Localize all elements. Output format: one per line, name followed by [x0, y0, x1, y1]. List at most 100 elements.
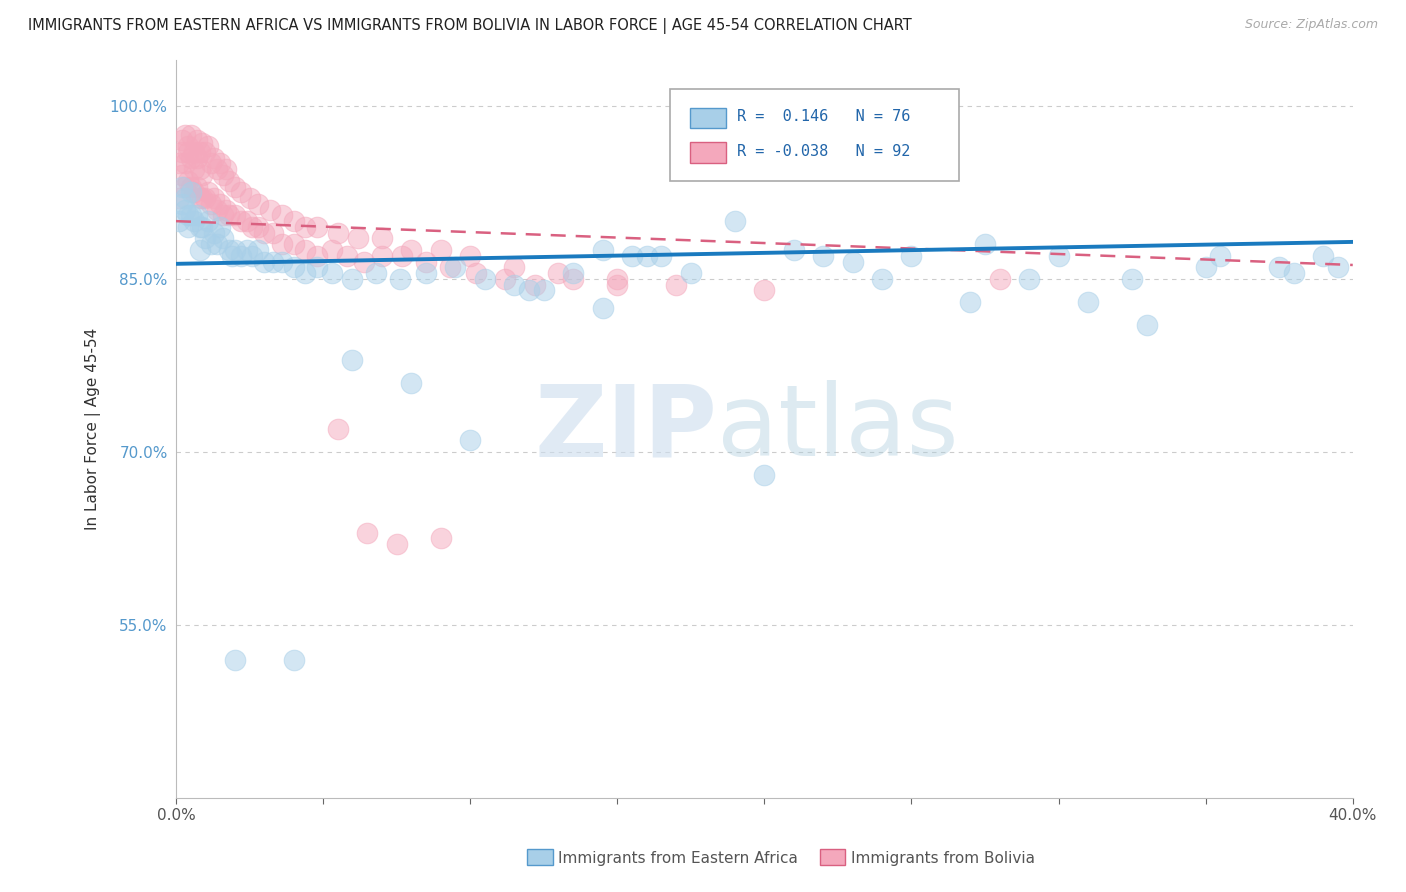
Point — [229, 186, 252, 200]
Bar — [690, 108, 725, 128]
Point — [167, 156, 190, 170]
Point — [283, 214, 305, 228]
Point — [242, 249, 264, 263]
Point — [754, 467, 776, 482]
Point — [173, 156, 195, 170]
Point — [209, 156, 232, 170]
Point — [186, 179, 208, 194]
Point — [415, 266, 437, 280]
Point — [1327, 260, 1350, 275]
Point — [870, 272, 893, 286]
Point — [170, 197, 193, 211]
Point — [620, 249, 643, 263]
Point — [202, 191, 225, 205]
Point — [495, 272, 517, 286]
Point — [283, 237, 305, 252]
Point — [262, 254, 284, 268]
Point — [177, 174, 200, 188]
Text: Immigrants from Bolivia: Immigrants from Bolivia — [851, 851, 1035, 865]
Point — [503, 260, 526, 275]
Point — [194, 231, 217, 245]
Point — [959, 294, 981, 309]
Point — [202, 151, 225, 165]
Point — [173, 191, 195, 205]
Point — [229, 214, 252, 228]
Point — [356, 525, 378, 540]
Point — [200, 197, 222, 211]
Point — [170, 168, 193, 182]
Point — [224, 652, 246, 666]
Point — [974, 237, 997, 252]
Point — [307, 249, 329, 263]
Point — [1268, 260, 1291, 275]
Point — [347, 231, 370, 245]
Point — [342, 272, 364, 286]
Point — [183, 186, 205, 200]
Point — [547, 266, 569, 280]
Point — [247, 197, 270, 211]
Point — [197, 186, 219, 200]
Point — [194, 145, 217, 159]
Point — [336, 249, 359, 263]
Point — [180, 151, 202, 165]
Point — [173, 202, 195, 217]
Text: R =  0.146   N = 76: R = 0.146 N = 76 — [737, 109, 911, 124]
Point — [294, 243, 316, 257]
Point — [307, 260, 329, 275]
Point — [218, 208, 240, 222]
Point — [191, 191, 214, 205]
Point — [200, 156, 222, 170]
Point — [238, 191, 260, 205]
Point — [533, 284, 555, 298]
Point — [202, 226, 225, 240]
Point — [235, 214, 257, 228]
Point — [592, 301, 614, 315]
Point — [401, 243, 423, 257]
Point — [191, 219, 214, 234]
Point — [294, 219, 316, 234]
Point — [183, 162, 205, 177]
Point — [444, 260, 467, 275]
Point — [1282, 266, 1305, 280]
Point — [439, 260, 461, 275]
FancyBboxPatch shape — [671, 89, 959, 181]
Point — [1121, 272, 1143, 286]
Point — [173, 128, 195, 142]
Point — [188, 162, 211, 177]
Point — [197, 214, 219, 228]
Point — [170, 145, 193, 159]
Point — [186, 151, 208, 165]
Text: R = -0.038   N = 92: R = -0.038 N = 92 — [737, 144, 911, 159]
Point — [283, 652, 305, 666]
Point — [388, 272, 411, 286]
Text: ZIP: ZIP — [534, 380, 717, 477]
Point — [212, 231, 235, 245]
Point — [215, 162, 238, 177]
Point — [562, 272, 585, 286]
Point — [294, 266, 316, 280]
Point — [270, 254, 292, 268]
Point — [783, 243, 806, 257]
Point — [1077, 294, 1099, 309]
Point — [180, 186, 202, 200]
Point — [224, 179, 246, 194]
Point — [177, 139, 200, 153]
Point — [270, 208, 292, 222]
Point — [1136, 318, 1159, 332]
Point — [177, 145, 200, 159]
Point — [458, 249, 481, 263]
Point — [235, 243, 257, 257]
Point — [503, 277, 526, 292]
Point — [188, 219, 211, 234]
Point — [841, 254, 863, 268]
Point — [321, 243, 343, 257]
Point — [606, 277, 628, 292]
Point — [183, 145, 205, 159]
Point — [218, 243, 240, 257]
Point — [197, 139, 219, 153]
Point — [391, 249, 413, 263]
Point — [177, 219, 200, 234]
Point — [205, 202, 228, 217]
Point — [177, 208, 200, 222]
Point — [215, 202, 238, 217]
